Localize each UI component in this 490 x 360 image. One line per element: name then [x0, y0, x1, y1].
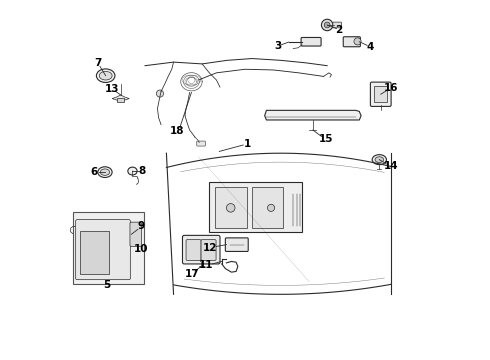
Text: 4: 4	[367, 42, 374, 52]
Text: 1: 1	[244, 139, 251, 149]
Ellipse shape	[375, 157, 384, 162]
Text: 13: 13	[105, 84, 120, 94]
Circle shape	[156, 90, 164, 97]
Text: 11: 11	[199, 260, 214, 270]
Circle shape	[321, 19, 333, 31]
Text: 2: 2	[335, 25, 342, 35]
Text: 3: 3	[274, 41, 281, 51]
Text: 18: 18	[170, 126, 184, 136]
Text: 10: 10	[133, 244, 148, 253]
Bar	[215, 187, 247, 228]
Bar	[209, 182, 302, 232]
Bar	[374, 86, 387, 102]
FancyBboxPatch shape	[225, 238, 248, 251]
Bar	[80, 231, 109, 274]
FancyBboxPatch shape	[343, 37, 360, 47]
Bar	[252, 187, 283, 228]
Text: 14: 14	[384, 161, 398, 171]
FancyBboxPatch shape	[197, 141, 205, 146]
Ellipse shape	[128, 167, 137, 175]
Ellipse shape	[266, 208, 274, 213]
Ellipse shape	[372, 155, 387, 165]
FancyBboxPatch shape	[333, 22, 342, 28]
FancyBboxPatch shape	[130, 222, 142, 247]
FancyBboxPatch shape	[301, 37, 321, 46]
Text: 7: 7	[94, 58, 101, 68]
Bar	[118, 98, 124, 102]
FancyBboxPatch shape	[75, 220, 130, 280]
Ellipse shape	[98, 167, 112, 177]
Ellipse shape	[99, 71, 112, 80]
FancyBboxPatch shape	[370, 82, 391, 107]
Ellipse shape	[100, 169, 110, 175]
Ellipse shape	[97, 69, 115, 82]
Text: 16: 16	[384, 83, 399, 93]
Circle shape	[268, 204, 275, 211]
Circle shape	[324, 22, 330, 28]
Polygon shape	[265, 111, 361, 120]
Text: 5: 5	[103, 280, 110, 291]
Text: 8: 8	[139, 166, 146, 176]
FancyBboxPatch shape	[182, 235, 220, 264]
Polygon shape	[112, 95, 129, 102]
Circle shape	[226, 203, 235, 212]
FancyBboxPatch shape	[186, 240, 201, 260]
Text: 17: 17	[185, 269, 199, 279]
Bar	[73, 212, 144, 284]
Text: 15: 15	[318, 134, 333, 144]
Text: 6: 6	[90, 167, 97, 177]
Text: 9: 9	[137, 221, 144, 231]
Circle shape	[354, 38, 361, 45]
Text: 12: 12	[203, 243, 217, 252]
FancyBboxPatch shape	[201, 240, 216, 260]
